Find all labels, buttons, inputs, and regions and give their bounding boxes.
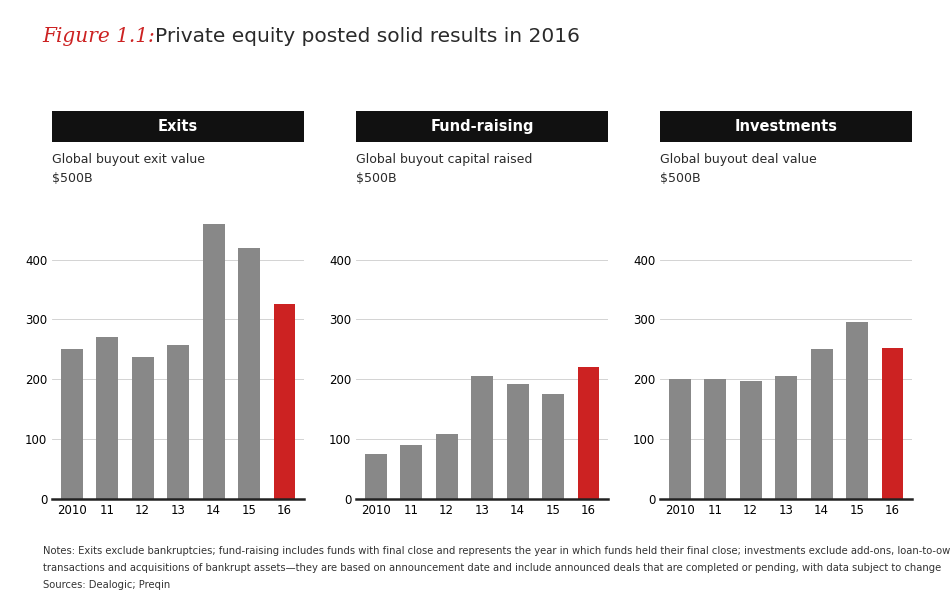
Bar [542, 394, 564, 499]
Text: Exits: Exits [158, 119, 199, 134]
Bar [669, 379, 691, 499]
Text: Sources: Dealogic; Preqin: Sources: Dealogic; Preqin [43, 580, 170, 590]
Text: Figure 1.1:: Figure 1.1: [43, 27, 162, 46]
Bar [96, 338, 118, 499]
Bar [400, 445, 422, 499]
Text: $500B: $500B [660, 172, 701, 185]
Bar [810, 350, 832, 499]
Bar [704, 379, 726, 499]
Bar [775, 376, 797, 499]
Text: Fund-raising: Fund-raising [430, 119, 534, 134]
Bar [846, 322, 868, 499]
Bar [274, 304, 295, 499]
Text: Global buyout exit value: Global buyout exit value [52, 154, 205, 166]
Bar [740, 381, 762, 499]
Bar [202, 224, 224, 499]
Bar [882, 348, 903, 499]
Text: $500B: $500B [52, 172, 93, 185]
Bar [132, 356, 154, 499]
Bar [436, 434, 458, 499]
Bar [506, 384, 528, 499]
Text: Investments: Investments [734, 119, 838, 134]
Bar [471, 376, 493, 499]
Text: Global buyout capital raised: Global buyout capital raised [356, 154, 533, 166]
Bar [61, 350, 83, 499]
Text: Private equity posted solid results in 2016: Private equity posted solid results in 2… [155, 27, 580, 46]
Bar [167, 345, 189, 499]
Text: Notes: Exits exclude bankruptcies; fund-raising includes funds with final close : Notes: Exits exclude bankruptcies; fund-… [43, 546, 950, 556]
Text: transactions and acquisitions of bankrupt assets—they are based on announcement : transactions and acquisitions of bankrup… [43, 563, 941, 573]
Bar [365, 454, 387, 499]
Text: $500B: $500B [356, 172, 397, 185]
Bar [578, 367, 599, 499]
Text: Global buyout deal value: Global buyout deal value [660, 154, 817, 166]
Bar [238, 247, 260, 499]
